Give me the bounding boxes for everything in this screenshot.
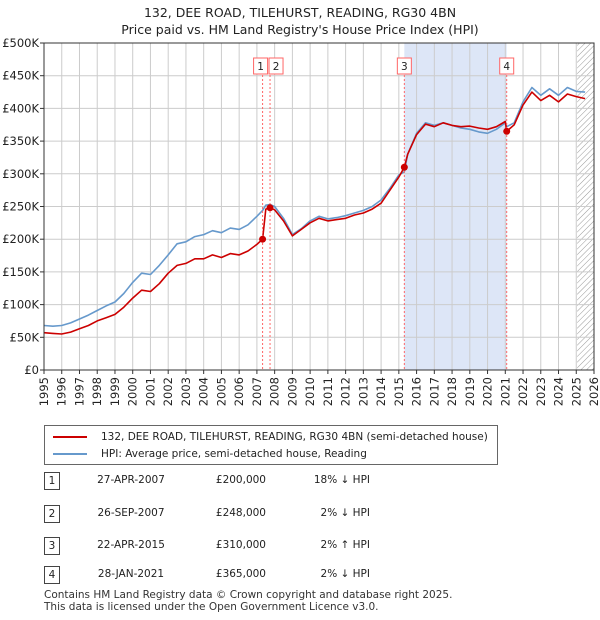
x-tick-label: 2001 (143, 377, 157, 406)
transaction-number: 4 (44, 566, 60, 584)
x-tick-label: 2014 (374, 377, 388, 406)
chart-title: 132, DEE ROAD, TILEHURST, READING, RG30 … (144, 5, 456, 20)
x-tick-label: 2023 (534, 377, 548, 406)
x-tick-label: 1998 (90, 377, 104, 406)
footer: Contains HM Land Registry data © Crown c… (44, 589, 452, 613)
transaction-label-box (268, 57, 284, 75)
transaction-number: 2 (44, 505, 60, 523)
x-tick-label: 2009 (285, 377, 299, 406)
transaction-date: 26-SEP-2007 (97, 507, 165, 519)
x-tick-label: 2000 (126, 377, 140, 406)
y-tick-label: £100K (2, 298, 39, 312)
x-tick-label: 2018 (445, 377, 459, 406)
x-tick-label: 2022 (516, 377, 530, 406)
transaction-date: 27-APR-2007 (97, 474, 165, 486)
x-tick-label: 2013 (356, 377, 370, 406)
y-tick-label: £450K (2, 69, 39, 83)
transaction-date: 22-APR-2015 (97, 539, 165, 551)
transaction-label-box (396, 57, 412, 75)
y-tick-label: £300K (2, 167, 39, 181)
y-tick-label: £50K (10, 330, 40, 344)
table-row: 1 27-APR-2007 £200,000 18% ↓ HPI (44, 472, 464, 490)
transaction-label: 4 (503, 61, 510, 73)
x-tick-label: 2005 (214, 377, 228, 406)
x-tick-label: 1999 (108, 377, 122, 406)
table-row: 3 22-APR-2015 £310,000 2% ↑ HPI (44, 537, 464, 555)
y-tick-label: £0 (24, 363, 39, 377)
x-tick-label: 2006 (232, 377, 246, 406)
series-line-property (43, 91, 586, 335)
transaction-label: 3 (401, 61, 408, 73)
y-tick-label: £350K (2, 134, 39, 148)
table-row: 4 28-JAN-2021 £365,000 2% ↓ HPI (44, 566, 464, 584)
x-tick-label: 1996 (55, 377, 69, 406)
x-tick-label: 2026 (587, 377, 600, 406)
transaction-price: £248,000 (215, 507, 266, 519)
transaction-hpi: 2% ↓ HPI (320, 507, 370, 519)
transaction-point (400, 163, 408, 171)
y-tick-label: £150K (2, 265, 39, 279)
transaction-price: £365,000 (215, 568, 266, 580)
table-row: 2 26-SEP-2007 £248,000 2% ↓ HPI (44, 505, 464, 523)
x-tick-label: 2004 (197, 377, 211, 406)
x-tick-label: 2003 (179, 377, 193, 406)
x-tick-label: 2008 (268, 377, 282, 406)
transaction-point (503, 127, 511, 135)
legend-item-hpi: HPI: Average price, semi-detached house,… (53, 446, 367, 462)
x-tick-label: 2024 (552, 377, 566, 406)
transaction-point (266, 204, 274, 212)
footer-copyright: Contains HM Land Registry data © Crown c… (44, 589, 453, 601)
x-tick-label: 2016 (410, 377, 424, 406)
y-tick-label: £500K (2, 36, 39, 50)
x-tick-label: 2015 (392, 377, 406, 406)
x-tick-label: 1995 (37, 377, 51, 406)
transaction-number: 3 (44, 537, 60, 555)
transaction-hpi: 2% ↑ HPI (320, 539, 370, 551)
transaction-hpi: 2% ↓ HPI (320, 568, 370, 580)
x-tick-label: 2025 (569, 377, 583, 406)
y-tick-label: £250K (2, 200, 39, 214)
series-line-hpi (43, 86, 586, 328)
transaction-number: 1 (44, 472, 60, 490)
y-tick-label: £200K (2, 232, 39, 246)
x-tick-label: 2010 (303, 377, 317, 406)
x-tick-label: 2019 (463, 377, 477, 406)
transaction-date: 28-JAN-2021 (97, 568, 165, 580)
legend-swatch-hpi (53, 453, 87, 455)
x-tick-label: 2011 (321, 377, 335, 406)
x-tick-label: 2021 (498, 377, 512, 406)
legend-label-hpi: HPI: Average price, semi-detached house,… (101, 448, 367, 460)
transaction-label: 1 (257, 61, 264, 73)
legend-item-property: 132, DEE ROAD, TILEHURST, READING, RG30 … (53, 429, 488, 445)
price-chart: 132, DEE ROAD, TILEHURST, READING, RG30 … (2, 5, 600, 406)
legend: 132, DEE ROAD, TILEHURST, READING, RG30 … (44, 425, 498, 465)
footer-license: This data is licensed under the Open Gov… (44, 601, 379, 613)
transaction-label-box (253, 57, 269, 75)
transaction-label: 2 (273, 61, 280, 73)
x-tick-label: 2012 (339, 377, 353, 406)
chart-subtitle: Price paid vs. HM Land Registry's House … (121, 22, 478, 37)
transaction-price: £310,000 (215, 539, 266, 551)
x-tick-label: 2007 (250, 377, 264, 406)
legend-swatch-property (53, 436, 87, 438)
transaction-point (259, 235, 267, 243)
x-tick-label: 1997 (72, 377, 86, 406)
transaction-label-box (499, 57, 515, 75)
x-tick-label: 2017 (427, 377, 441, 406)
legend-label-property: 132, DEE ROAD, TILEHURST, READING, RG30 … (101, 431, 488, 443)
y-tick-label: £400K (2, 101, 39, 115)
transaction-hpi: 18% ↓ HPI (313, 474, 370, 486)
transaction-price: £200,000 (215, 474, 266, 486)
x-tick-label: 2020 (481, 377, 495, 406)
x-tick-label: 2002 (161, 377, 175, 406)
